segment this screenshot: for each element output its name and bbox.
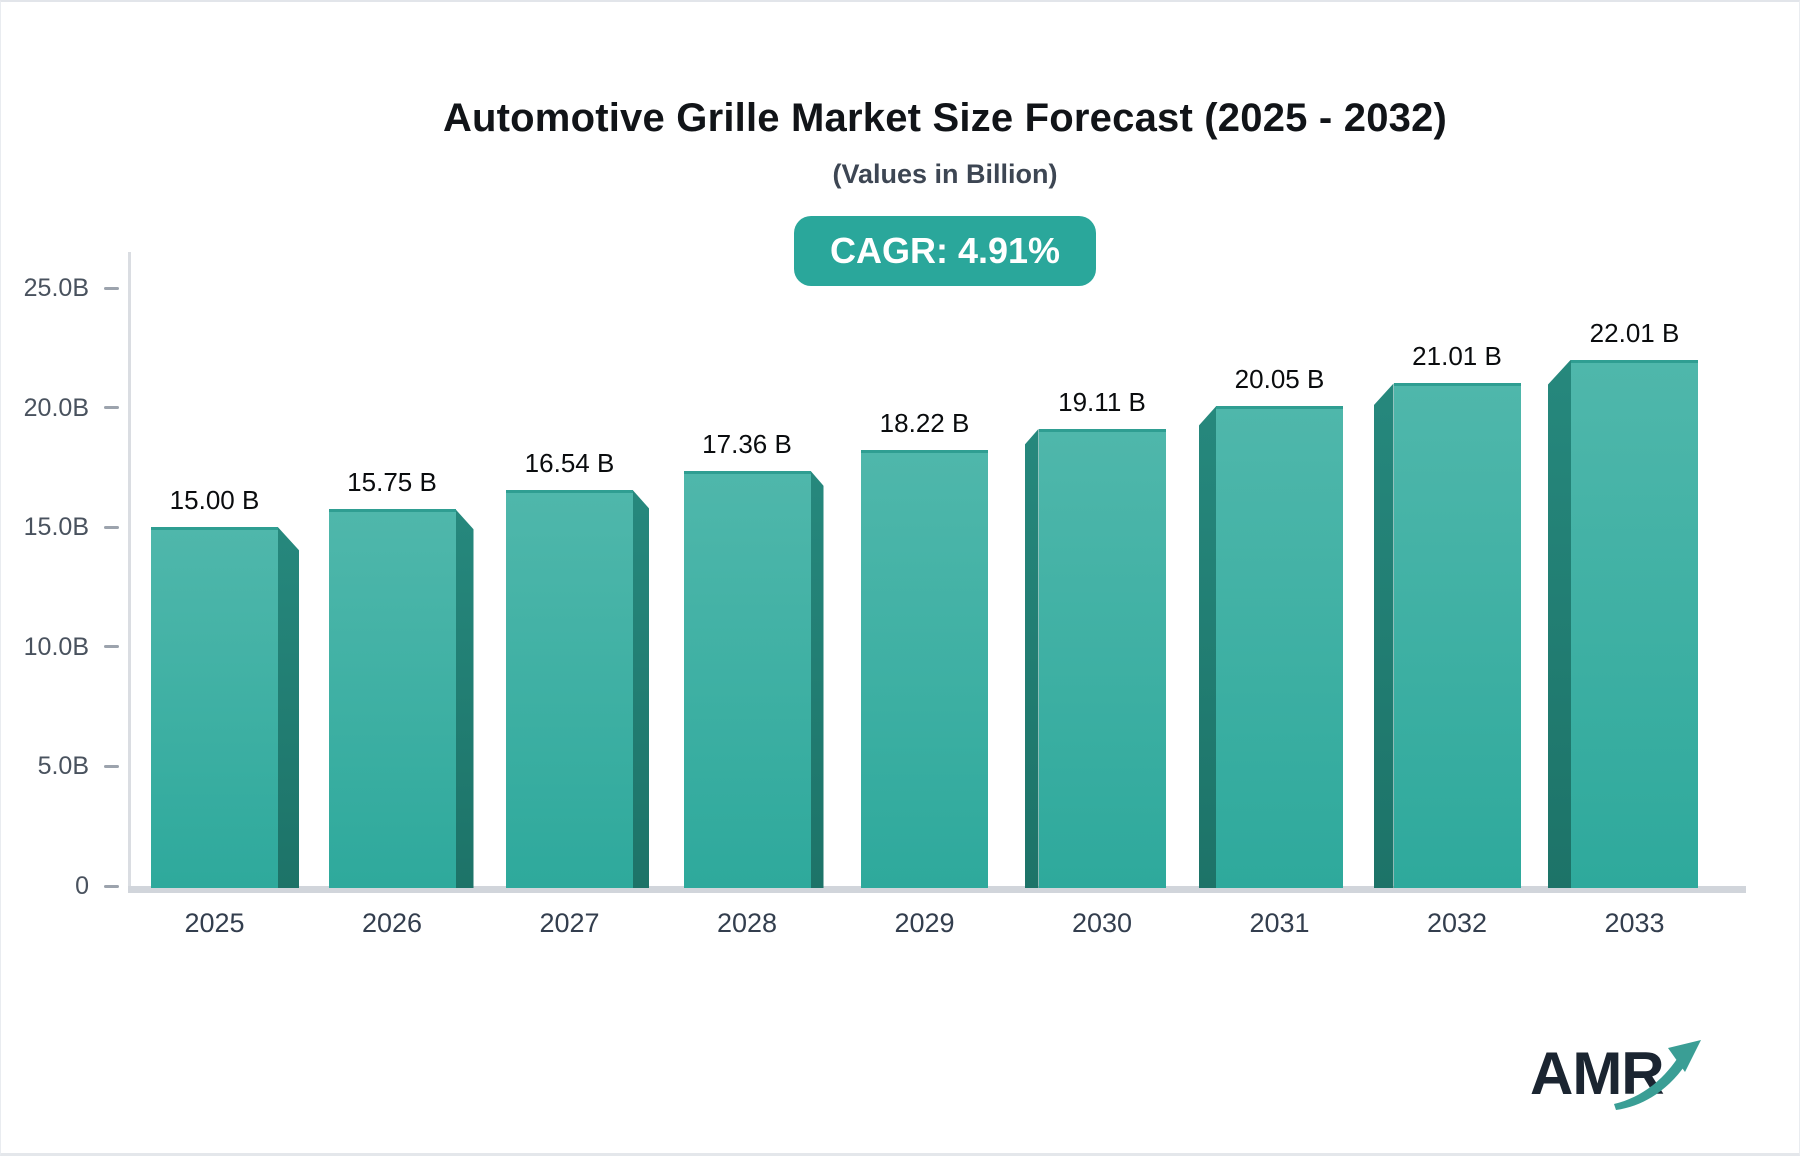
bar-value-label-2030: 19.11 B — [1058, 386, 1146, 417]
x-tick-label-2030: 2030 — [1071, 908, 1133, 938]
bar-3d-side-2025 — [278, 527, 299, 888]
bar-2028[interactable] — [683, 470, 811, 888]
y-tick-mark-5.0B — [104, 764, 119, 768]
x-tick-label-2033: 2033 — [1604, 908, 1665, 938]
chart-subtitle: (Values in Billion) — [832, 159, 1058, 189]
y-tick-mark-10.0B — [104, 645, 119, 649]
x-tick-label-2025: 2025 — [184, 908, 245, 938]
y-tick-mark-0 — [104, 884, 119, 888]
x-tick-label-2031: 2031 — [1249, 908, 1310, 938]
bar-3d-side-2028 — [810, 470, 824, 888]
amr-logo: AMR — [1530, 1040, 1701, 1110]
y-tick-label-20.0B: 20.0B — [23, 393, 89, 422]
bar-value-label-2026: 15.75 B — [347, 467, 437, 498]
y-tick-label-10.0B: 10.0B — [23, 632, 89, 661]
chart-title: Automotive Grille Market Size Forecast (… — [442, 96, 1448, 140]
bar-2029[interactable] — [861, 450, 988, 888]
y-tick-mark-20.0B — [104, 406, 119, 410]
y-axis-line — [128, 252, 131, 892]
bar-value-label-2025: 15.00 B — [169, 485, 260, 516]
bar-value-label-2031: 20.05 B — [1234, 364, 1325, 395]
bar-3d-side-2027 — [633, 490, 649, 888]
bar-value-label-2032: 21.01 B — [1412, 341, 1502, 372]
y-tick-mark-25.0B — [104, 286, 119, 290]
bar-value-label-2029: 18.22 B — [879, 408, 970, 439]
y-tick-label-5.0B: 5.0B — [37, 752, 89, 781]
x-axis-line — [128, 886, 1746, 893]
x-tick-label-2026: 2026 — [361, 908, 423, 938]
bar-3d-side-2033 — [1548, 359, 1571, 888]
bar-3d-side-2026 — [455, 509, 474, 888]
bar-2033[interactable] — [1571, 359, 1698, 888]
bar-2032[interactable] — [1393, 383, 1521, 888]
y-tick-mark-15.0B — [104, 525, 119, 529]
chart-header: Automotive Grille Market Size Forecast (… — [129, 2, 1761, 286]
bar-3d-side-2031 — [1199, 406, 1216, 888]
x-tick-label-2027: 2027 — [539, 908, 600, 938]
amr-logo-arrow-head — [1668, 1040, 1701, 1072]
y-tick-label-25.0B: 25.0B — [23, 274, 89, 302]
bar-value-label-2033: 22.01 B — [1589, 317, 1680, 348]
bar-3d-side-2030 — [1024, 428, 1039, 888]
bar-2025[interactable] — [151, 527, 278, 888]
y-tick-label-0: 0 — [75, 872, 89, 900]
bar-2027[interactable] — [506, 490, 633, 888]
x-tick-label-2032: 2032 — [1426, 908, 1488, 938]
bar-value-label-2027: 16.54 B — [524, 448, 615, 479]
bar-value-label-2028: 17.36 B — [702, 428, 792, 459]
x-tick-label-2029: 2029 — [894, 908, 955, 938]
bar-2026[interactable] — [328, 509, 456, 888]
bar-3d-side-2032 — [1373, 383, 1394, 888]
amr-logo-arrow-swoosh — [1614, 1059, 1686, 1110]
x-tick-label-2028: 2028 — [716, 908, 778, 938]
y-tick-label-15.0B: 15.0B — [23, 513, 89, 542]
bar-2030[interactable] — [1038, 428, 1166, 888]
cagr-badge: CAGR: 4.91% — [793, 216, 1097, 286]
bar-2031[interactable] — [1216, 406, 1343, 888]
